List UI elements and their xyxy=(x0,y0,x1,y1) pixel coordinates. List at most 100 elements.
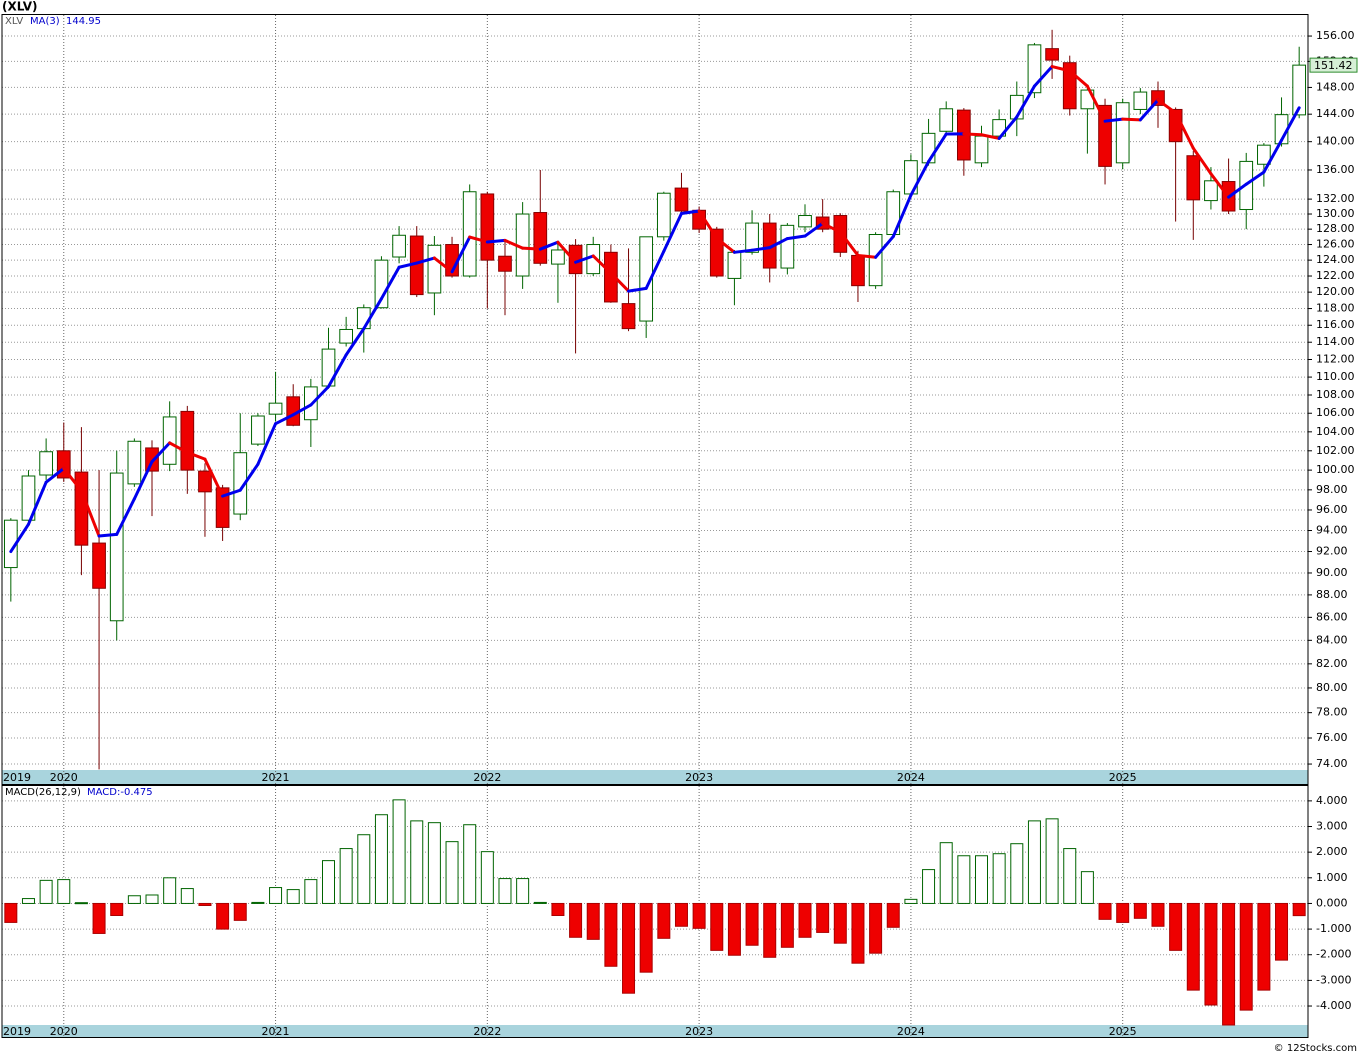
x-tick-label: 2024 xyxy=(897,771,925,784)
x-tick-label: 2020 xyxy=(50,771,78,784)
y-tick-label: 140.00 xyxy=(1316,135,1355,148)
ma-segment xyxy=(591,254,613,275)
candle-body xyxy=(1115,102,1130,164)
ma-segment xyxy=(838,230,860,257)
ma-segment xyxy=(821,221,842,234)
macd-bar xyxy=(798,902,812,938)
candle-body xyxy=(268,402,283,415)
x-tick-label: 2024 xyxy=(897,1025,925,1038)
macd-bar xyxy=(622,902,636,994)
last-price-box xyxy=(1309,57,1358,73)
y-tick-label: 84.00 xyxy=(1316,633,1348,646)
macd-bar xyxy=(833,902,847,944)
y-tick-label: 132.00 xyxy=(1316,192,1355,205)
date-strip xyxy=(2,1025,1308,1037)
ma-segment xyxy=(132,460,154,501)
ma-segment xyxy=(962,132,983,137)
ma-segment xyxy=(856,253,878,259)
candle-body xyxy=(1133,91,1148,110)
x-tick-label: 2022 xyxy=(473,771,501,784)
ma-segment xyxy=(574,254,595,264)
macd-bar xyxy=(992,853,1006,904)
candle-body xyxy=(921,132,936,164)
macd-bar xyxy=(1151,902,1165,927)
candle-body xyxy=(162,416,177,465)
ma-segment xyxy=(980,133,1001,140)
macd-bar xyxy=(727,902,741,956)
ma-segment xyxy=(503,238,525,250)
y-tick-label: 96.00 xyxy=(1316,503,1348,516)
ma-segment xyxy=(221,488,242,498)
candle-body xyxy=(851,254,865,287)
ma-segment xyxy=(327,353,348,389)
candle-body xyxy=(1204,180,1218,202)
macd-bar xyxy=(1116,902,1130,923)
ma-segment xyxy=(9,522,30,554)
y-tick-label: 76.00 xyxy=(1316,731,1348,744)
y-tick-label: -3.000 xyxy=(1316,973,1351,986)
ma-segment xyxy=(785,234,807,241)
ma-segment xyxy=(168,441,189,454)
candle-body xyxy=(780,224,795,269)
y-tick-label: 148.00 xyxy=(1316,80,1355,93)
ma-segment xyxy=(432,256,454,274)
candle-body xyxy=(339,328,354,344)
candle-body xyxy=(39,451,53,476)
footer: © 12Stocks.com xyxy=(1274,1043,1357,1054)
ma-segment xyxy=(256,422,278,466)
ma-segment xyxy=(1050,65,1072,73)
candle-body xyxy=(1186,155,1201,201)
candle-body xyxy=(427,244,442,294)
y-tick-label: 98.00 xyxy=(1316,483,1348,496)
macd-bar xyxy=(1027,820,1041,904)
x-tick-label: 2021 xyxy=(262,1025,290,1038)
candle-body xyxy=(639,236,654,322)
ma-segment xyxy=(450,235,472,274)
ma-segment xyxy=(1209,172,1231,199)
ma-segment xyxy=(627,286,648,293)
ma-segment xyxy=(415,256,436,265)
macd-bar xyxy=(1186,902,1200,991)
x-tick-label: 2020 xyxy=(50,1025,78,1038)
ma-segment xyxy=(468,235,489,244)
macd-bar xyxy=(4,902,18,923)
y-tick-label: 88.00 xyxy=(1316,588,1348,601)
macd-bar xyxy=(145,894,159,904)
ma-segment xyxy=(203,457,225,498)
macd-bar xyxy=(551,902,565,917)
macd-bar xyxy=(480,851,494,904)
ma-segment xyxy=(44,466,66,484)
y-tick-label: 128.00 xyxy=(1316,222,1355,235)
x-tick-label: 2021 xyxy=(262,771,290,784)
macd-bar xyxy=(692,902,706,929)
ma-segment xyxy=(1191,146,1213,176)
macd-bar xyxy=(357,834,371,904)
ma-segment xyxy=(750,246,772,252)
y-tick-label: 90.00 xyxy=(1316,566,1348,579)
ma-segment xyxy=(556,240,578,264)
candle-body xyxy=(674,187,689,212)
candle-body xyxy=(551,249,565,265)
y-tick-label: -2.000 xyxy=(1316,948,1351,961)
y-tick-label: 130.00 xyxy=(1316,207,1355,220)
y-tick-label: 0.000 xyxy=(1316,896,1348,909)
macd-bar xyxy=(886,902,900,928)
x-tick-label: 2025 xyxy=(1109,771,1137,784)
candle-body xyxy=(215,487,230,528)
y-tick-label: 108.00 xyxy=(1316,388,1355,401)
y-tick-label: 112.00 xyxy=(1316,352,1355,365)
candle-body xyxy=(127,440,142,485)
y-tick-label: 118.00 xyxy=(1316,302,1355,315)
ma-segment xyxy=(997,115,1019,140)
ma-segment xyxy=(97,532,119,538)
price-frame xyxy=(1,14,1309,785)
macd-bar xyxy=(163,877,177,904)
candle-body xyxy=(604,251,618,303)
ma-segment xyxy=(485,238,507,244)
legend-ma-name: MA(3) xyxy=(30,16,60,27)
y-tick-label: 120.00 xyxy=(1316,285,1355,298)
candle-body xyxy=(1292,64,1307,116)
macd-bar xyxy=(904,898,918,904)
x-tick-label: 2019 xyxy=(3,1025,31,1038)
candle-body xyxy=(92,542,106,589)
